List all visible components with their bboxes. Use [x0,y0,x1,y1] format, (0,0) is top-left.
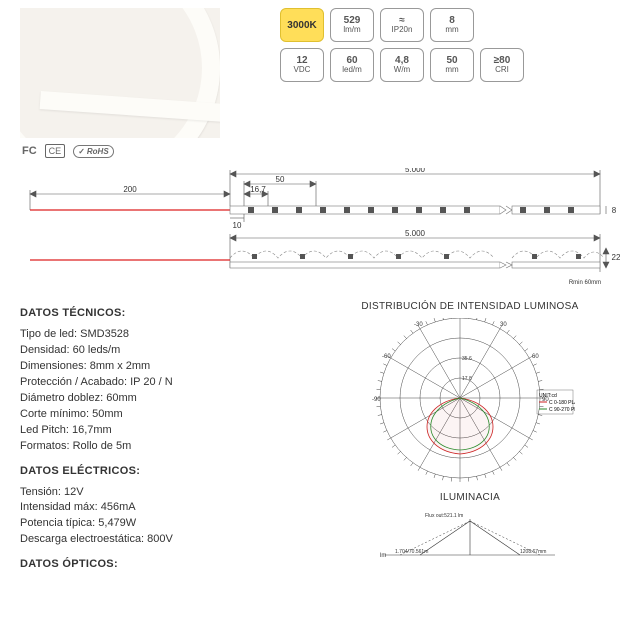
tech-line: Densidad: 60 leds/m [20,343,300,359]
tech-line: Led Pitch: 16,7mm [20,423,300,439]
tech-heading: DATOS TÉCNICOS: [20,307,300,319]
elec-line: Intensidad máx: 456mA [20,500,300,516]
spec-badge-power: 4,8W/m [380,48,424,82]
illuminance-diagram: Flux out:521.1 lm 1.704/70.561m 1208.67m… [365,509,575,559]
specs-text-column: DATOS TÉCNICOS: Tipo de led: SMD3528Dens… [20,297,300,578]
spec-badge-lumen: 529lm/m [330,8,374,42]
svg-text:C 90-270 PLAN: C 90-270 PLAN [549,407,575,413]
spec-badge-grid: 3000K529lm/m≈IP20n8mm 12VDC60led/m4,8W/m5… [280,8,524,138]
svg-text:lm: lm [380,553,386,559]
svg-text:60: 60 [532,354,539,360]
certification-row: FC CE RoHS [0,142,640,160]
tech-line: Protección / Acabado: IP 20 / N [20,375,300,391]
elec-heading: DATOS ELÉCTRICOS: [20,465,300,477]
dimensional-drawing: 5.000 50 16,7 200 8 10 5.000 [0,160,640,291]
tech-line: Corte mínimo: 50mm [20,407,300,423]
svg-text:1.704/70.561m: 1.704/70.561m [395,549,428,555]
tech-line: Formatos: Rollo de 5m [20,439,300,455]
svg-text:5.000: 5.000 [405,229,426,238]
ce-badge: CE [45,144,66,158]
svg-text:10: 10 [233,221,242,230]
svg-text:8: 8 [612,206,617,215]
spec-badge-width: 8mm [430,8,474,42]
svg-text:C 0-180 PLAN: C 0-180 PLAN [549,400,575,406]
svg-text:-60: -60 [382,354,391,360]
fcc-badge: FC [22,145,37,157]
opt-heading: DATOS ÓPTICOS: [20,558,300,570]
svg-text:Rmin 60mm: Rmin 60mm [569,280,601,286]
svg-text:1208.67mm: 1208.67mm [520,549,546,555]
tech-line: Diámetro doblez: 60mm [20,391,300,407]
illum-title: ILUMINACIA [440,492,500,503]
elec-line: Potencia típica: 5,479W [20,516,300,532]
spec-badge-ip: ≈IP20n [380,8,424,42]
diagrams-column: DISTRIBUCIÓN DE INTENSIDAD LUMINOSA [320,297,620,578]
polar-diagram: -90 -60 -30 0 30 60 90 17.8 35.6 UNIT:cd… [365,318,575,488]
svg-text:22: 22 [612,253,620,262]
spec-badge-voltage: 12VDC [280,48,324,82]
spec-badge-cut: 50mm [430,48,474,82]
svg-text:35.6: 35.6 [462,356,472,362]
svg-text:5.000: 5.000 [405,168,426,174]
elec-line: Descarga electroestática: 800V [20,532,300,548]
elec-line: Tensión: 12V [20,485,300,501]
svg-text:UNIT:cd: UNIT:cd [539,393,557,399]
svg-text:50: 50 [276,175,285,184]
spec-badge-cct: 3000K [280,8,324,42]
tech-line: Tipo de led: SMD3528 [20,327,300,343]
spec-badge-density: 60led/m [330,48,374,82]
svg-text:-30: -30 [414,322,423,328]
svg-text:-90: -90 [372,397,381,403]
svg-text:17.8: 17.8 [462,376,472,382]
rohs-badge: RoHS [73,145,113,158]
svg-text:30: 30 [500,322,507,328]
tech-line: Dimensiones: 8mm x 2mm [20,359,300,375]
svg-text:Flux out:521.1 lm: Flux out:521.1 lm [425,513,463,519]
spec-badge-cri: ≥80CRI [480,48,524,82]
polar-title: DISTRIBUCIÓN DE INTENSIDAD LUMINOSA [361,301,578,312]
svg-text:16,7: 16,7 [250,185,266,194]
svg-text:200: 200 [123,185,137,194]
product-photo [20,8,220,138]
